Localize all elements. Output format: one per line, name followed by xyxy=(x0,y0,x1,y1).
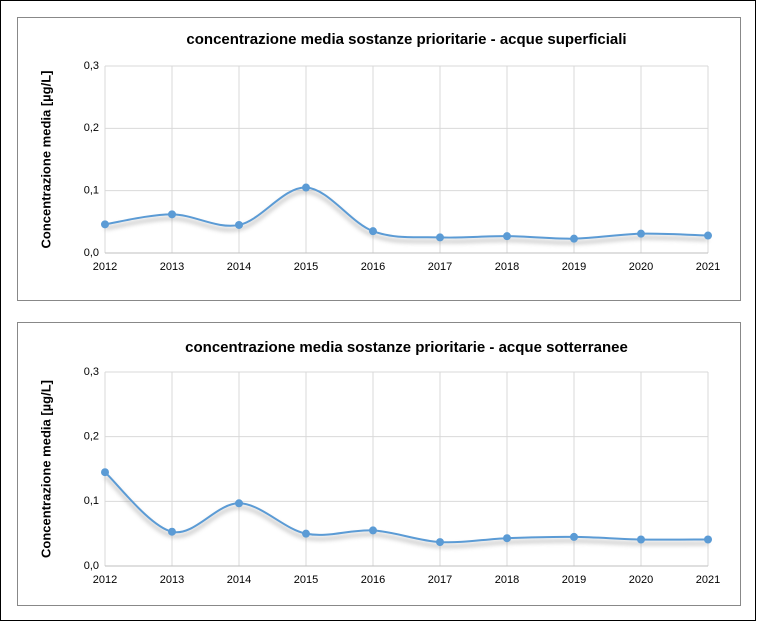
x-tick-label: 2018 xyxy=(495,574,519,586)
y-tick-label: 0,1 xyxy=(84,185,99,197)
x-tick-label: 2015 xyxy=(294,574,318,586)
x-tick-label: 2012 xyxy=(93,574,117,586)
data-point xyxy=(637,535,645,544)
y-tick-label: 0,2 xyxy=(84,122,99,134)
x-tick-label: 2021 xyxy=(696,261,720,273)
data-point xyxy=(503,534,511,543)
data-point xyxy=(436,233,444,242)
x-tick-label: 2016 xyxy=(361,261,385,273)
line-shadow xyxy=(103,475,709,548)
x-tick-label: 2021 xyxy=(696,574,720,586)
data-point xyxy=(168,527,176,536)
x-tick-label: 2017 xyxy=(428,261,452,273)
y-tick-label: 0,0 xyxy=(84,247,99,259)
chart-title: concentrazione media sostanze prioritari… xyxy=(185,339,628,356)
y-tick-label: 0,3 xyxy=(84,60,99,72)
data-point xyxy=(436,538,444,547)
x-tick-label: 2016 xyxy=(361,574,385,586)
y-tick-label: 0,3 xyxy=(84,366,99,378)
x-tick-label: 2019 xyxy=(562,261,586,273)
data-point xyxy=(704,231,712,240)
y-tick-label: 0,2 xyxy=(84,431,99,443)
x-tick-label: 2013 xyxy=(160,261,184,273)
chart-frame xyxy=(17,17,741,301)
x-tick-label: 2014 xyxy=(227,574,251,586)
chart-frame xyxy=(17,322,741,606)
series-line xyxy=(104,471,709,544)
data-point xyxy=(235,220,243,229)
data-point xyxy=(369,526,377,535)
x-tick-label: 2017 xyxy=(428,574,452,586)
data-point xyxy=(704,535,712,544)
y-tick-label: 0,1 xyxy=(84,495,99,507)
data-point xyxy=(168,210,176,219)
series-line xyxy=(104,186,709,240)
x-tick-label: 2013 xyxy=(160,574,184,586)
data-point xyxy=(369,227,377,236)
x-tick-label: 2015 xyxy=(294,261,318,273)
data-point xyxy=(637,229,645,238)
x-tick-label: 2020 xyxy=(629,261,653,273)
data-point xyxy=(302,529,310,538)
x-tick-label: 2018 xyxy=(495,261,519,273)
data-point xyxy=(570,234,578,243)
data-point xyxy=(503,232,511,241)
y-tick-label: 0,0 xyxy=(84,560,99,572)
x-tick-label: 2019 xyxy=(562,574,586,586)
y-axis-label: Concentrazione media [µg/L] xyxy=(38,71,53,249)
chart-title: concentrazione media sostanze prioritari… xyxy=(186,31,626,48)
data-point xyxy=(101,220,109,229)
x-tick-label: 2020 xyxy=(629,574,653,586)
data-point xyxy=(302,183,310,192)
x-tick-label: 2014 xyxy=(227,261,251,273)
data-point xyxy=(101,468,109,477)
line-shadow xyxy=(104,190,709,245)
x-tick-label: 2012 xyxy=(93,261,117,273)
data-point xyxy=(570,532,578,541)
y-axis-label: Concentrazione media [µg/L] xyxy=(38,380,53,558)
data-point xyxy=(235,499,243,508)
